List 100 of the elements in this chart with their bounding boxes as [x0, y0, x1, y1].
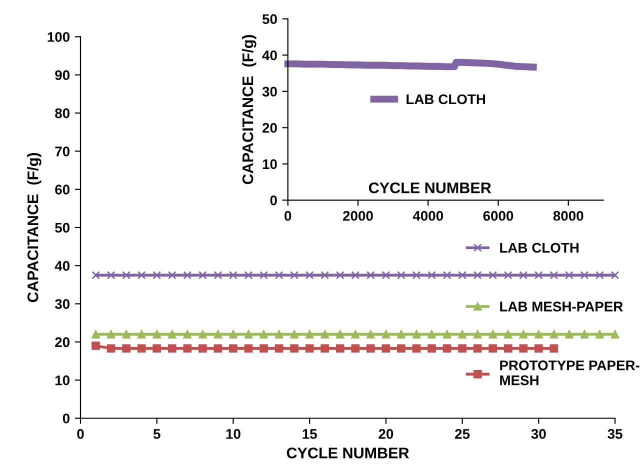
y-tick-label: 0 [270, 196, 277, 206]
point [458, 330, 466, 338]
x-tick-label: 25 [455, 429, 470, 439]
point [320, 344, 330, 353]
point [366, 271, 375, 280]
y-tick-label: 0 [62, 414, 70, 424]
y-tick-label: 100 [48, 32, 70, 42]
point [122, 271, 130, 280]
point [351, 271, 360, 280]
y-tick-label: 90 [55, 70, 70, 80]
point [382, 330, 390, 338]
point [260, 330, 268, 338]
y-tick-label: 60 [55, 184, 70, 195]
y-tick-label: 70 [55, 146, 70, 156]
point [198, 344, 207, 353]
point [534, 330, 543, 338]
y-tick-label: 40 [54, 260, 70, 271]
point [519, 271, 528, 280]
point [137, 330, 146, 338]
point [274, 344, 284, 353]
point [244, 330, 253, 338]
point [428, 344, 436, 353]
point [198, 271, 207, 280]
point [305, 344, 314, 353]
point [610, 271, 620, 280]
point [382, 271, 390, 280]
point [458, 271, 466, 280]
point [397, 330, 406, 338]
x-tick-label: 20 [378, 429, 394, 439]
y-tick-label: 30 [262, 86, 277, 97]
point [412, 271, 421, 280]
point [382, 344, 390, 353]
y-tick-label: 80 [55, 108, 70, 118]
x-axis-title: CYCLE NUMBER [286, 448, 409, 458]
point [198, 330, 207, 338]
point [458, 344, 466, 353]
x-tick-label: 4000 [412, 210, 443, 221]
point [320, 271, 330, 280]
point [580, 330, 589, 338]
point [244, 344, 253, 353]
point [183, 271, 192, 280]
point [168, 344, 176, 353]
point [565, 271, 574, 280]
y-tick-label: 50 [55, 222, 70, 233]
point [550, 344, 558, 353]
point [488, 344, 498, 353]
y-tick-label: 40 [262, 50, 277, 60]
point [305, 330, 314, 338]
point [442, 344, 452, 353]
x-tick-label: 5 [153, 429, 160, 439]
x-tick-label: 0 [77, 429, 84, 439]
point [290, 344, 298, 353]
point [183, 344, 192, 353]
point [366, 344, 375, 353]
point [504, 271, 512, 280]
point [106, 344, 116, 353]
point [229, 344, 238, 353]
point [305, 271, 314, 280]
x-tick-label: 35 [608, 429, 622, 439]
point [336, 344, 344, 353]
y-axis-title: CAPACITANCE (F/g) [242, 35, 256, 184]
point [168, 271, 176, 280]
point [610, 330, 620, 338]
point [92, 271, 100, 280]
point [397, 271, 406, 280]
point [473, 271, 482, 280]
x-axis-title: CYCLE NUMBER [368, 182, 492, 194]
x-tick-label: 8000 [553, 210, 584, 221]
y-tick-label: 10 [56, 375, 70, 386]
point [214, 330, 222, 338]
point [274, 271, 284, 280]
y-tick-label: 20 [262, 122, 277, 133]
legend-label: LAB CLOTH [406, 94, 486, 104]
point [397, 344, 406, 353]
legend-label: LAB MESH-PAPER [500, 302, 623, 312]
point [504, 344, 512, 353]
point [519, 330, 528, 338]
x-tick-label: 0 [284, 210, 292, 221]
y-tick-label: 50 [262, 14, 277, 24]
point [442, 271, 452, 280]
point [137, 344, 146, 353]
point [412, 344, 421, 353]
point [274, 330, 284, 338]
point [473, 330, 482, 338]
point [260, 271, 268, 280]
point [534, 344, 543, 353]
point [504, 330, 512, 338]
point [152, 330, 162, 338]
point [534, 271, 543, 280]
point [106, 330, 116, 338]
point [442, 330, 452, 338]
point [92, 342, 100, 350]
x-tick-label: 10 [226, 429, 240, 439]
point [366, 330, 375, 338]
x-tick-label: 30 [531, 429, 546, 439]
point [106, 271, 116, 280]
point [351, 344, 360, 353]
legend-label: PROTOTYPE PAPER- MESH [500, 360, 640, 386]
point [488, 330, 498, 338]
point [92, 330, 100, 338]
